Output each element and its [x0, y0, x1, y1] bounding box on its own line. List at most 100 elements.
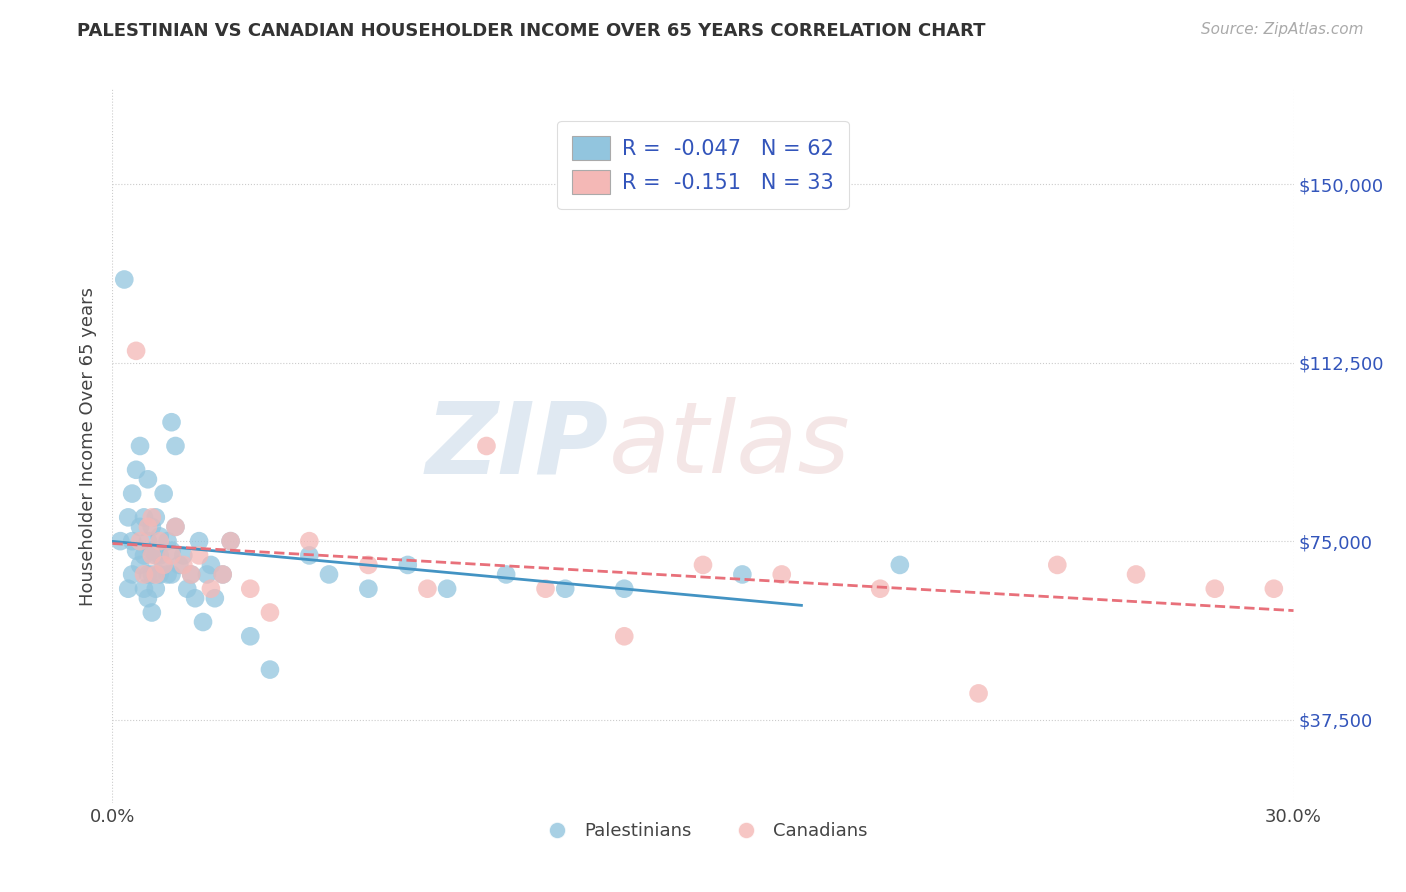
Point	[129, 558, 152, 572]
Point	[121, 534, 143, 549]
Point	[169, 558, 191, 572]
Point	[219, 534, 242, 549]
Point	[191, 615, 214, 629]
Point	[176, 582, 198, 596]
Point	[136, 534, 159, 549]
Point	[152, 558, 174, 572]
Point	[172, 558, 194, 572]
Point	[211, 567, 233, 582]
Point	[141, 567, 163, 582]
Point	[121, 486, 143, 500]
Point	[145, 549, 167, 563]
Point	[132, 582, 155, 596]
Point	[692, 558, 714, 572]
Point	[188, 534, 211, 549]
Point	[889, 558, 911, 572]
Point	[554, 582, 576, 596]
Point	[110, 534, 132, 549]
Point	[436, 582, 458, 596]
Point	[160, 415, 183, 429]
Text: Source: ZipAtlas.com: Source: ZipAtlas.com	[1201, 22, 1364, 37]
Point	[731, 567, 754, 582]
Point	[152, 486, 174, 500]
Point	[219, 534, 242, 549]
Point	[239, 629, 262, 643]
Text: atlas: atlas	[609, 398, 851, 494]
Point	[1263, 582, 1285, 596]
Point	[165, 520, 187, 534]
Point	[396, 558, 419, 572]
Point	[200, 558, 222, 572]
Point	[129, 520, 152, 534]
Point	[156, 567, 179, 582]
Point	[136, 472, 159, 486]
Point	[141, 520, 163, 534]
Legend: R =  -0.047   N = 62, R =  -0.151   N = 33: R = -0.047 N = 62, R = -0.151 N = 33	[558, 121, 848, 209]
Text: PALESTINIAN VS CANADIAN HOUSEHOLDER INCOME OVER 65 YEARS CORRELATION CHART: PALESTINIAN VS CANADIAN HOUSEHOLDER INCO…	[77, 22, 986, 40]
Point	[180, 567, 202, 582]
Point	[132, 510, 155, 524]
Point	[145, 582, 167, 596]
Point	[136, 520, 159, 534]
Point	[152, 558, 174, 572]
Point	[967, 686, 990, 700]
Point	[145, 567, 167, 582]
Point	[141, 510, 163, 524]
Point	[357, 582, 380, 596]
Point	[125, 343, 148, 358]
Point	[160, 567, 183, 582]
Point	[475, 439, 498, 453]
Point	[165, 439, 187, 453]
Point	[195, 567, 218, 582]
Point	[534, 582, 557, 596]
Point	[160, 543, 183, 558]
Point	[211, 567, 233, 582]
Point	[298, 549, 321, 563]
Point	[298, 534, 321, 549]
Point	[357, 558, 380, 572]
Point	[188, 549, 211, 563]
Point	[204, 591, 226, 606]
Point	[1204, 582, 1226, 596]
Point	[184, 591, 207, 606]
Y-axis label: Householder Income Over 65 years: Householder Income Over 65 years	[79, 286, 97, 606]
Point	[145, 510, 167, 524]
Point	[141, 549, 163, 563]
Point	[129, 439, 152, 453]
Point	[149, 567, 172, 582]
Point	[165, 520, 187, 534]
Point	[132, 549, 155, 563]
Point	[117, 510, 139, 524]
Point	[136, 591, 159, 606]
Point	[259, 606, 281, 620]
Point	[112, 272, 135, 286]
Text: ZIP: ZIP	[426, 398, 609, 494]
Point	[121, 567, 143, 582]
Point	[613, 629, 636, 643]
Point	[318, 567, 340, 582]
Point	[259, 663, 281, 677]
Point	[117, 582, 139, 596]
Point	[125, 463, 148, 477]
Point	[160, 549, 183, 563]
Point	[869, 582, 891, 596]
Point	[136, 567, 159, 582]
Point	[149, 534, 172, 549]
Point	[770, 567, 793, 582]
Point	[149, 549, 172, 563]
Point	[613, 582, 636, 596]
Point	[141, 543, 163, 558]
Point	[180, 567, 202, 582]
Point	[149, 529, 172, 543]
Point	[132, 567, 155, 582]
Point	[125, 543, 148, 558]
Point	[416, 582, 439, 596]
Point	[129, 534, 152, 549]
Point	[239, 582, 262, 596]
Point	[200, 582, 222, 596]
Point	[495, 567, 517, 582]
Point	[172, 549, 194, 563]
Point	[1046, 558, 1069, 572]
Point	[141, 606, 163, 620]
Point	[156, 534, 179, 549]
